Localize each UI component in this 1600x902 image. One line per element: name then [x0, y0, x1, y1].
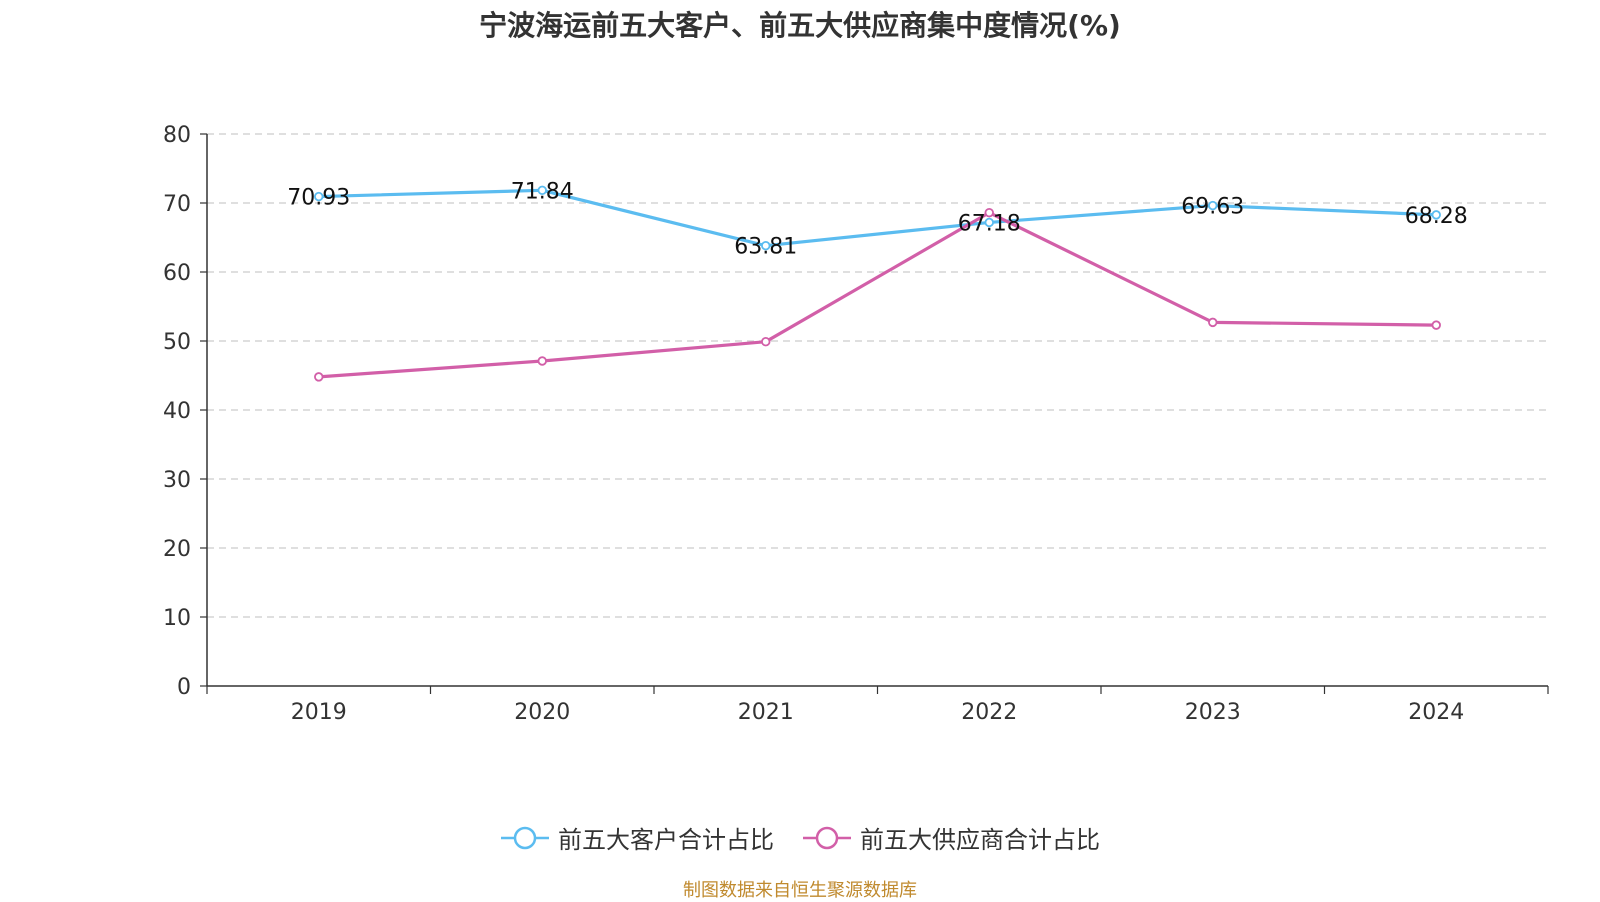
axes: 0 10 20 30 40 50 60 70 80 2019 2020 2021 2022 2023 202… — [163, 123, 1549, 725]
data-labels: 70.93 71.84 63.81 67.18 69.63 68.28 — [287, 179, 1467, 259]
x-tick-label-2020: 2020 — [514, 700, 570, 725]
data-point — [1431, 320, 1441, 330]
legend-suppliers-label: 前五大供应商合计占比 — [860, 826, 1100, 854]
y-tick-label: 80 — [163, 123, 191, 148]
data-point — [314, 191, 324, 202]
x-tick-label-2024: 2024 — [1408, 700, 1464, 725]
y-tick-label: 10 — [163, 606, 191, 631]
x-tick-label-2021: 2021 — [738, 700, 794, 725]
data-point — [1208, 317, 1218, 328]
legend-suppliers-icon — [803, 826, 851, 849]
data-label: 71.84 — [511, 179, 574, 204]
y-tick-label: 0 — [177, 675, 191, 700]
data-label: 70.93 — [287, 186, 350, 211]
data-point — [1208, 200, 1218, 211]
legend: 前五大客户合计占比 前五大供应商合计占比 — [0, 820, 1600, 855]
chart-title: 宁波海运前五大客户、前五大供应商集中度情况(%) — [479, 9, 1121, 42]
legend-customers-label: 前五大客户合计占比 — [558, 826, 774, 854]
data-label: 63.81 — [734, 235, 797, 260]
data-point — [314, 372, 324, 382]
series-line-0 — [317, 188, 1438, 248]
x-tick-label-2019: 2019 — [291, 700, 347, 725]
data-point — [984, 217, 994, 228]
data-point — [984, 207, 994, 218]
data-point — [537, 185, 547, 196]
y-tick-label: 70 — [163, 192, 191, 217]
y-tick-label: 50 — [163, 330, 191, 355]
y-tick-label: 30 — [163, 468, 191, 493]
series-lines — [314, 185, 1441, 382]
data-point — [761, 336, 771, 347]
data-point — [761, 241, 771, 251]
legend-item-customers[interactable]: 前五大客户合计占比 — [500, 820, 774, 855]
series-line-1 — [317, 211, 1438, 379]
y-tick-label: 20 — [163, 537, 191, 562]
data-label: 68.28 — [1405, 204, 1468, 229]
y-tick-label: 60 — [163, 261, 191, 286]
y-tick-label: 40 — [163, 399, 191, 424]
legend-customers-icon — [501, 826, 549, 849]
data-point — [537, 356, 547, 366]
source-note: 制图数据来自恒生聚源数据库 — [683, 880, 917, 901]
x-tick-label-2022: 2022 — [961, 700, 1017, 725]
data-label: 69.63 — [1181, 195, 1244, 220]
data-label: 67.18 — [958, 211, 1021, 236]
legend-item-suppliers[interactable]: 前五大供应商合计占比 — [802, 820, 1100, 855]
grid-lines — [207, 133, 1548, 618]
x-tick-label-2023: 2023 — [1185, 700, 1241, 725]
data-point — [1431, 210, 1441, 220]
